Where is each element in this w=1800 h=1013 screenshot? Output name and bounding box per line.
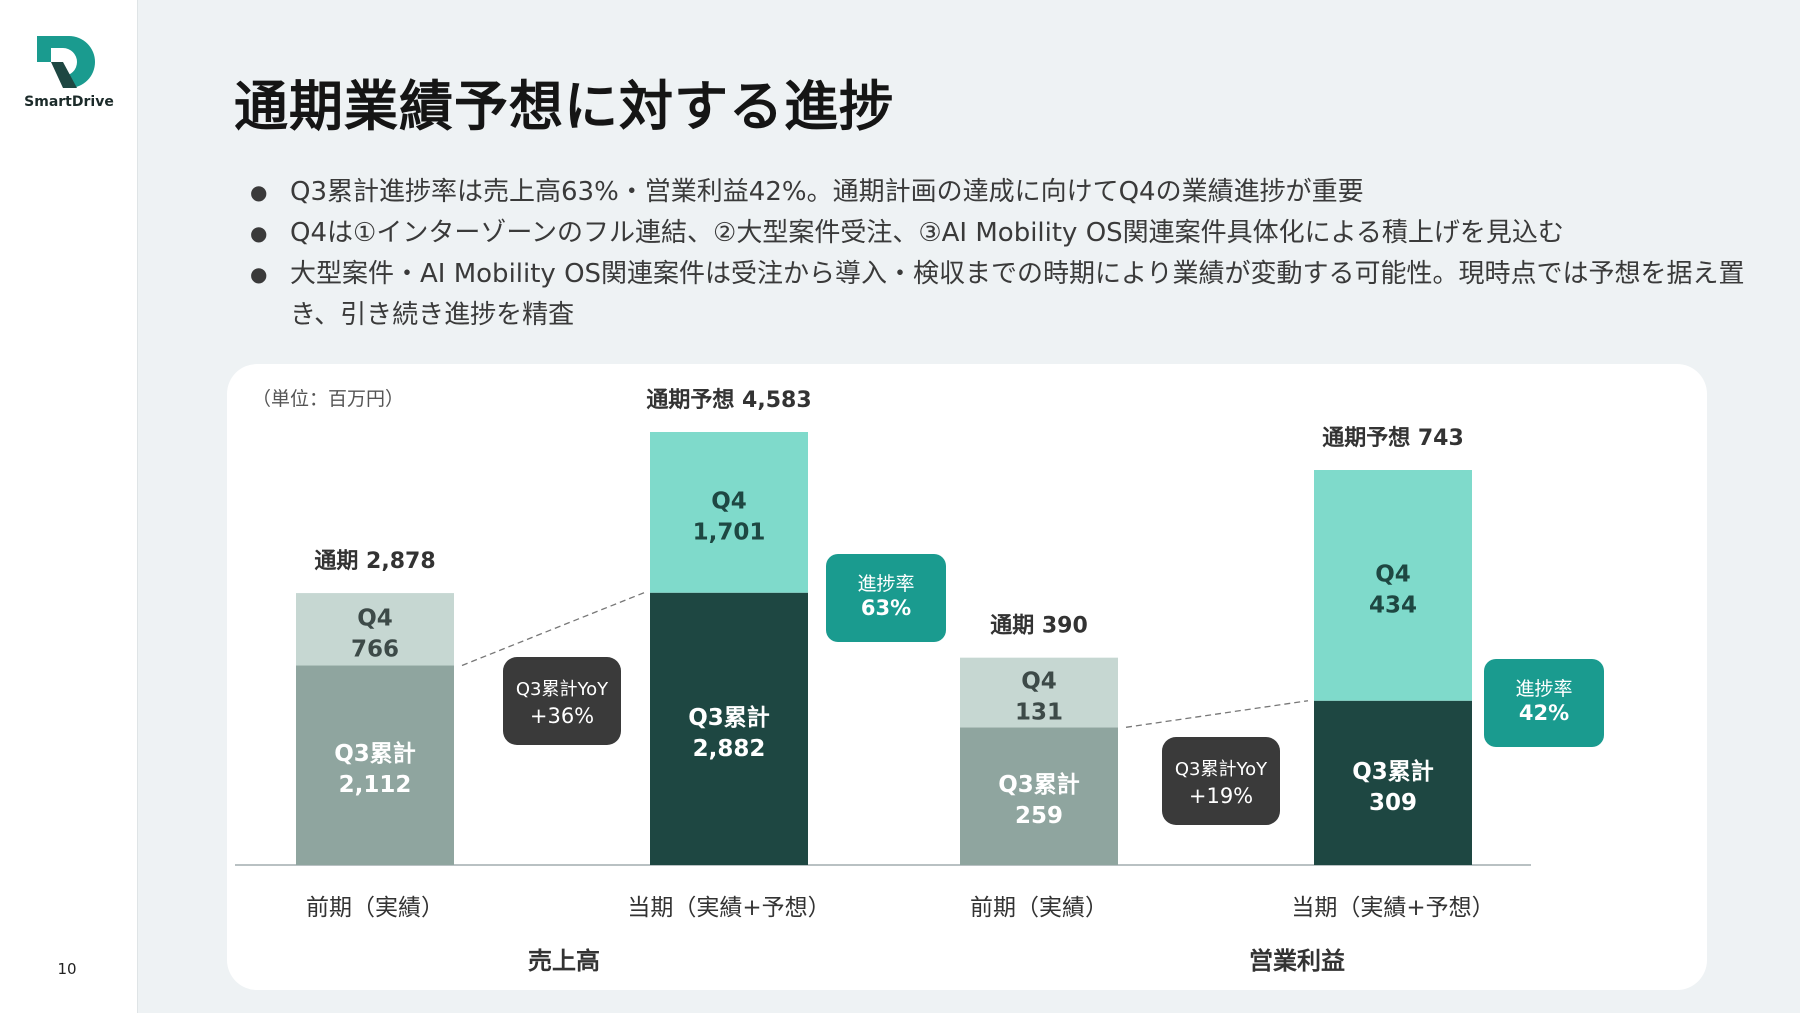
data-label-total: 通期予想 743: [1322, 426, 1464, 451]
data-label-q3-name: Q3累計: [998, 771, 1080, 798]
data-label-q3-value: 2,112: [339, 772, 412, 798]
sidebar: SmartDrive 10: [0, 0, 138, 1013]
data-label-q4-value: 131: [1015, 699, 1063, 725]
yoy-badge: [503, 657, 621, 745]
yoy-badge-value: +19%: [1189, 784, 1253, 808]
smartdrive-logo-icon: [37, 36, 95, 88]
bar-q4: [296, 593, 454, 666]
yoy-badge-value: +36%: [530, 704, 594, 728]
chart-canvas: （単位：百万円） Q3累計 2,112 Q4 766 通期 2,878 前期（実績） Q3累計…: [235, 388, 1604, 975]
data-label-q4-name: Q4: [1021, 668, 1057, 694]
data-label-q4-name: Q4: [357, 605, 393, 631]
bar-q4: [960, 657, 1118, 728]
unit-label: （単位：百万円）: [252, 388, 404, 410]
data-label-q3-value: 259: [1015, 803, 1063, 829]
chart-xlabel: 営業利益: [1249, 947, 1345, 975]
data-label-total: 通期予想 4,583: [646, 388, 811, 413]
progress-badge-label: 進捗率: [1515, 678, 1572, 700]
bar-q4: [650, 432, 808, 593]
progress-badge-value: 63%: [861, 596, 911, 620]
progress-badge: [826, 554, 946, 642]
progress-badge-label: 進捗率: [857, 573, 914, 595]
data-label-q3-name: Q3累計: [688, 704, 770, 731]
data-label-q3-value: 309: [1369, 790, 1417, 816]
q3-trend-line: [1125, 700, 1309, 728]
yoy-badge: [1162, 737, 1280, 825]
bullet-item: Q3累計進捗率は売上高63%・営業利益42%。通期計画の達成に向けてQ4の業績進…: [250, 172, 1770, 213]
data-label-q4-value: 766: [351, 636, 399, 662]
progress-badge: [1484, 659, 1604, 747]
brand-name: SmartDrive: [24, 94, 114, 110]
bullet-item: Q4は①インターゾーンのフル連結、②大型案件受注、③AI Mobility OS…: [250, 213, 1770, 254]
chart-card: （単位：百万円） Q3累計 2,112 Q4 766 通期 2,878 前期（実績） Q3累計…: [227, 364, 1707, 990]
bar-q4: [1314, 470, 1472, 701]
chart-xlabel: 売上高: [528, 947, 600, 975]
data-label-q4-value: 434: [1369, 592, 1417, 618]
data-label-q3-name: Q3累計: [1352, 758, 1434, 785]
bullet-list: Q3累計進捗率は売上高63%・営業利益42%。通期計画の達成に向けてQ4の業績進…: [250, 172, 1770, 336]
bullet-item: 大型案件・AI Mobility OS関連案件は受注から導入・検収までの時期によ…: [250, 254, 1770, 336]
bar-q3: [650, 592, 808, 865]
page-title: 通期業績予想に対する進捗: [234, 75, 894, 138]
page-number: 10: [57, 960, 77, 978]
bar-q3: [296, 665, 454, 865]
data-label-total: 通期 2,878: [314, 549, 435, 574]
bar-q3: [1314, 700, 1472, 865]
data-label-q3-name: Q3累計: [334, 740, 416, 767]
bar-q3: [960, 727, 1118, 865]
yoy-badge-label: Q3累計YoY: [516, 679, 609, 700]
x-tick-label: 当期（実績+予想）: [627, 895, 830, 921]
x-tick-label: 前期（実績）: [306, 895, 444, 921]
progress-badge-value: 42%: [1519, 701, 1569, 725]
x-tick-label: 当期（実績+予想）: [1291, 895, 1494, 921]
data-label-q4-name: Q4: [711, 488, 747, 514]
q3-trend-line: [461, 592, 645, 667]
data-label-q3-value: 2,882: [693, 736, 766, 762]
data-label-q4-value: 1,701: [693, 519, 766, 545]
data-label-total: 通期 390: [990, 614, 1088, 639]
x-tick-label: 前期（実績）: [970, 895, 1108, 921]
yoy-badge-label: Q3累計YoY: [1175, 759, 1268, 780]
data-label-q4-name: Q4: [1375, 561, 1411, 587]
